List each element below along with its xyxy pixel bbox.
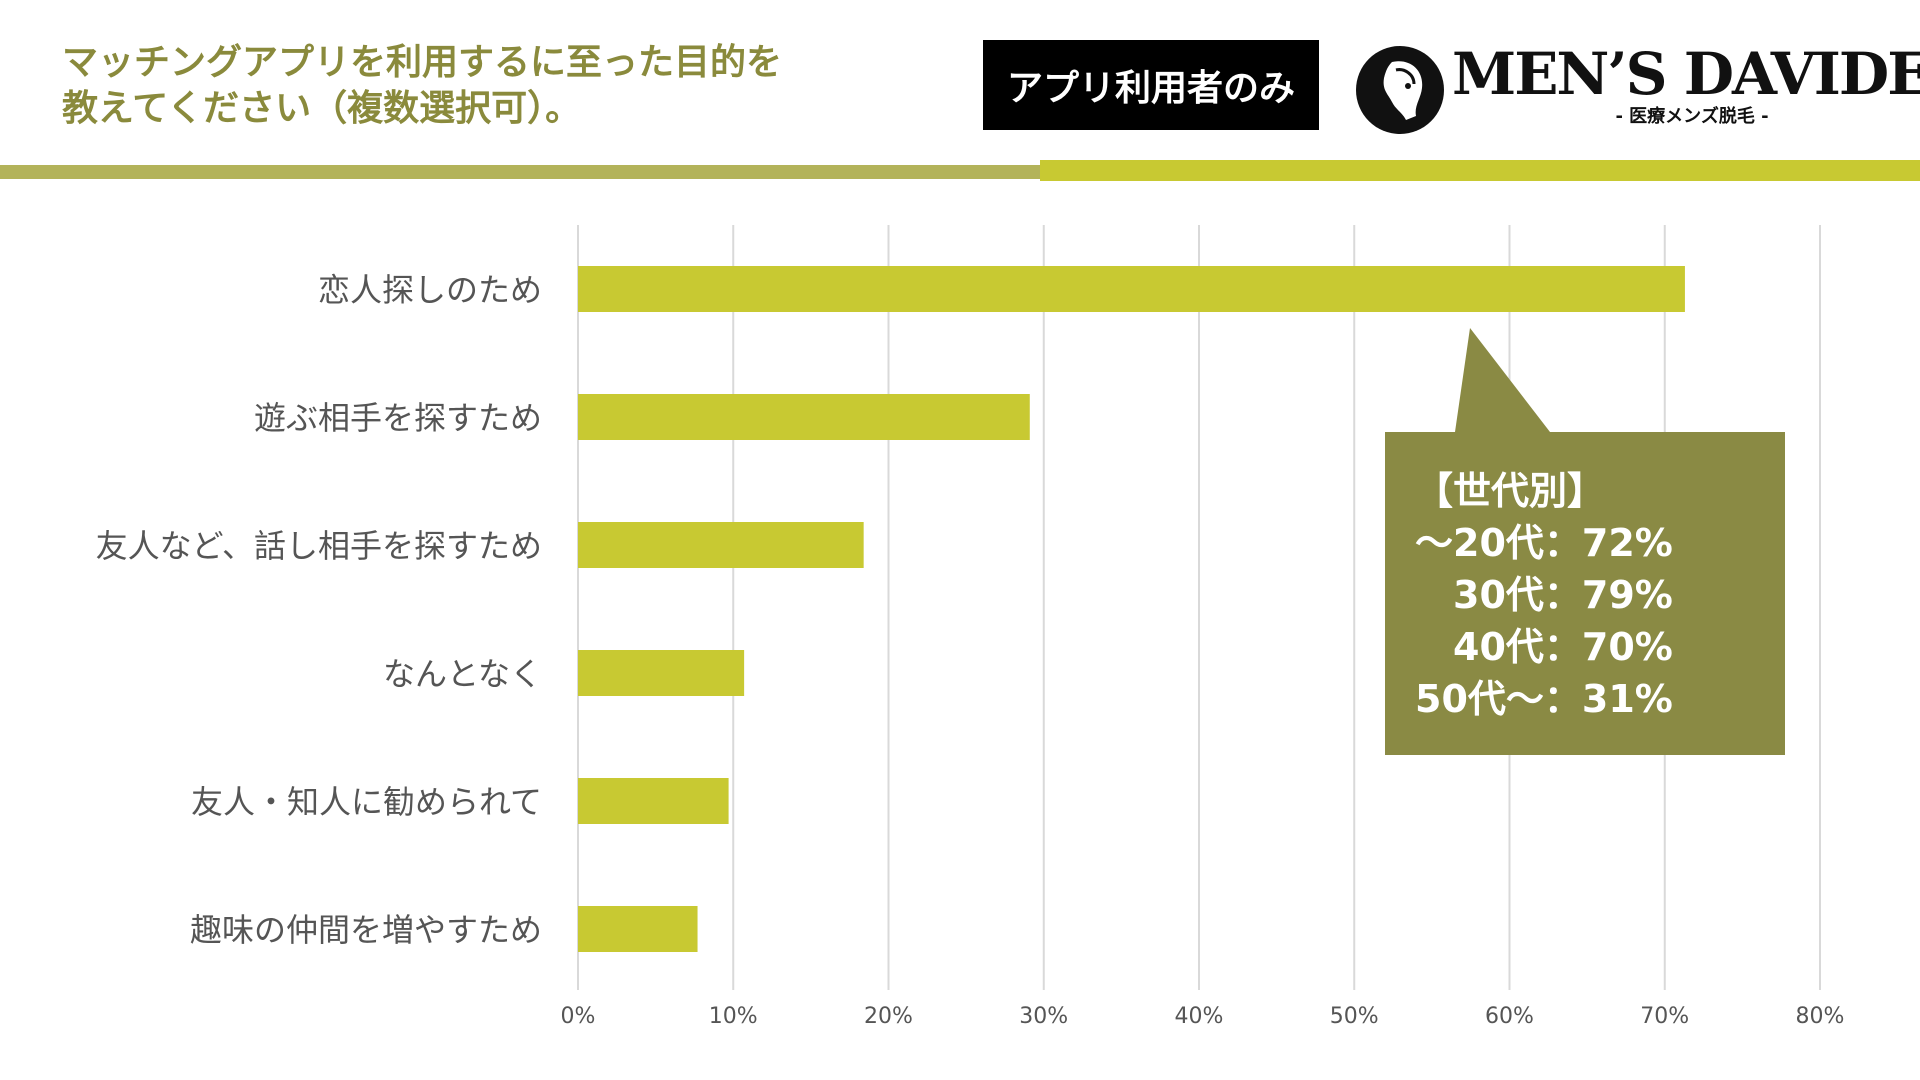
bar (578, 650, 745, 696)
bar (578, 266, 1685, 312)
app-users-only-badge: アプリ利用者のみ (983, 40, 1319, 130)
title-line-1: マッチングアプリを利用するに至った目的を (62, 42, 783, 83)
callout-heading: 【世代別】 (1415, 469, 1606, 513)
logo-subtitle: - 医療メンズ脱毛 - (1615, 106, 1769, 127)
chart-title: マッチングアプリを利用するに至った目的を 教えてください（複数選択可）。 (62, 40, 962, 132)
category-label: 友人など、話し相手を探すため (96, 527, 542, 565)
x-tick-label: 80% (1796, 1004, 1845, 1029)
header-divider-left (0, 165, 1040, 179)
x-tick-label: 50% (1330, 1004, 1379, 1029)
logo-wordmark: MEN’S DAVIDE (1452, 40, 1920, 108)
x-tick-label: 70% (1640, 1004, 1689, 1029)
bar (578, 906, 698, 952)
callout-box (1385, 432, 1785, 755)
statue-head-icon (1356, 46, 1444, 134)
bar-chart: 0% 10% 20% 30% 40% 50% 60% 70% 80% 恋人探しのため遊ぶ相手を探す… (96, 225, 1845, 1029)
category-label: 友人・知人に勧められて (191, 783, 542, 821)
category-label: 恋人探しのため (318, 271, 542, 309)
callout-line-3: 40代：70% (1415, 625, 1673, 669)
callout-text: 【世代別】 ～20代：72% 30代：79% 40代：70% 50代～：31% (1415, 465, 1745, 725)
x-tick-label: 30% (1019, 1004, 1068, 1029)
callout-pointer (1455, 328, 1550, 432)
x-tick-label: 0% (561, 1004, 596, 1029)
callout-line-4: 50代～：31% (1415, 677, 1673, 721)
bar (578, 778, 729, 824)
category-label: 趣味の仲間を増やすため (190, 911, 542, 949)
bar (578, 394, 1030, 440)
bar (578, 522, 864, 568)
brand-logo: MEN’S DAVIDE - 医療メンズ脱毛 - (1352, 40, 1920, 140)
callout-line-2: 30代：79% (1415, 573, 1673, 617)
callout-line-1: ～20代：72% (1415, 521, 1673, 565)
header-divider-right (1040, 160, 1920, 181)
x-tick-label: 60% (1485, 1004, 1534, 1029)
category-label: なんとなく (383, 655, 542, 693)
x-tick-label: 40% (1175, 1004, 1224, 1029)
x-tick-label: 20% (864, 1004, 913, 1029)
category-label: 遊ぶ相手を探すため (254, 399, 542, 437)
title-line-2: 教えてください（複数選択可）。 (62, 88, 582, 129)
x-tick-label: 10% (709, 1004, 758, 1029)
